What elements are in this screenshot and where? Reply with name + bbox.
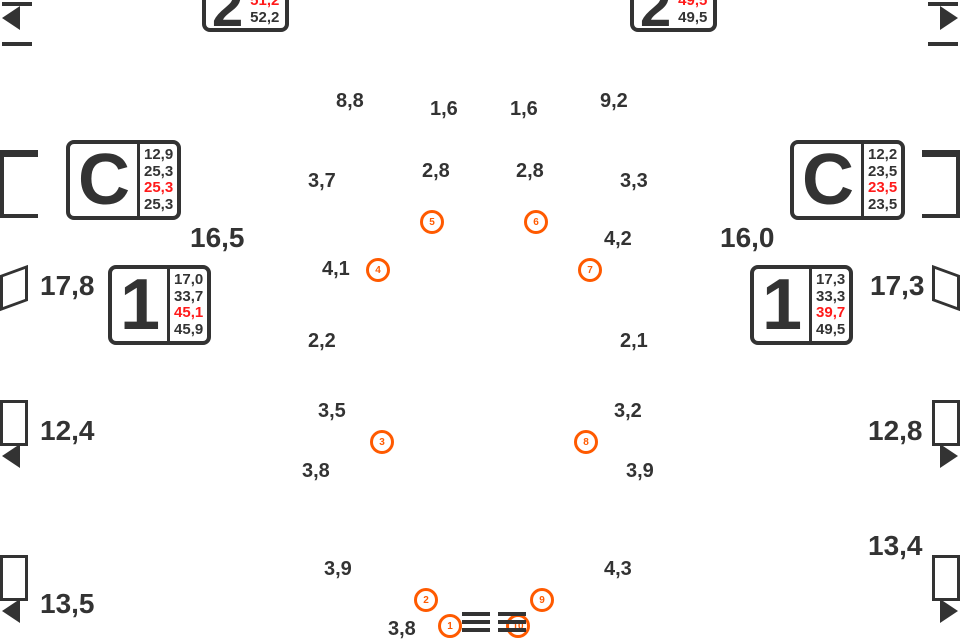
c-left-v2: 25,3 [144, 180, 173, 196]
r-mid-l: 2,2 [308, 330, 336, 353]
r-top-l1: 8,8 [336, 90, 364, 113]
dot-3-label: 3 [379, 437, 385, 448]
dot-2: 2 [414, 588, 438, 612]
r-lo-r: 3,9 [626, 460, 654, 483]
r-bot-l: 3,9 [324, 558, 352, 581]
r-lm-l: 3,5 [318, 400, 346, 423]
one-left-v1: 33,7 [174, 289, 203, 305]
r-mid-r: 2,1 [620, 330, 648, 353]
top-left-letter: 2 [212, 0, 242, 26]
top-left-v0: 51,2 [250, 0, 279, 9]
marker-l2 [0, 270, 28, 306]
top-left-v1: 52,2 [250, 9, 279, 26]
top-right-v1: 49,5 [678, 9, 707, 26]
center-bars-left [462, 612, 490, 632]
one-left-letter: 1 [120, 269, 159, 341]
one-right-v1: 33,3 [816, 289, 845, 305]
one-left-v2: 45,1 [174, 305, 203, 321]
c-right-below: 16,0 [720, 222, 775, 254]
marker-l3 [0, 400, 28, 446]
dot-9: 9 [530, 588, 554, 612]
one-right-v0: 17,3 [816, 272, 845, 288]
center-bars-right [498, 612, 526, 632]
c-box-left: C 12,9 25,3 25,3 25,3 [66, 140, 181, 220]
r-top-r1: 9,2 [600, 90, 628, 113]
gate-l1 [0, 150, 38, 218]
r-2-r: 3,3 [620, 170, 648, 193]
c-left-v0: 12,9 [144, 147, 173, 163]
c-right-v1: 23,5 [868, 164, 897, 180]
c-left-v3: 25,3 [144, 197, 173, 213]
dot-9-label: 9 [539, 595, 545, 606]
dot-3: 3 [370, 430, 394, 454]
side-right-0: 12,8 [868, 415, 923, 447]
top-right-v0: 49,5 [678, 0, 707, 9]
c-right-v2: 23,5 [868, 180, 897, 196]
dot-5: 5 [420, 210, 444, 234]
dot-1-label: 1 [447, 621, 453, 632]
dot-6: 6 [524, 210, 548, 234]
one-right-letter: 1 [762, 269, 801, 341]
one-box-right: 1 17,3 33,3 39,7 49,5 [750, 265, 853, 345]
c-left-below: 16,5 [190, 222, 245, 254]
c-box-right: C 12,2 23,5 23,5 23,5 [790, 140, 905, 220]
c-right-letter: C [802, 144, 853, 216]
one-left-side: 17,8 [40, 270, 95, 302]
dot-2-label: 2 [423, 595, 429, 606]
marker-r4 [932, 555, 960, 601]
r-top-r2: 1,6 [510, 98, 538, 121]
r-top-l2: 1,6 [430, 98, 458, 121]
side-left-0: 12,4 [40, 415, 95, 447]
side-right-1: 13,4 [868, 530, 923, 562]
r-edge-l: 3,8 [388, 618, 416, 640]
one-right-side: 17,3 [870, 270, 925, 302]
dot-4-label: 4 [375, 265, 381, 276]
dot-8: 8 [574, 430, 598, 454]
top-right-letter: 2 [640, 0, 670, 26]
top-box-left: 2 51,2 52,2 [202, 0, 289, 32]
dot-1: 1 [438, 614, 462, 638]
top-box-right: 2 49,5 49,5 [630, 0, 717, 32]
dot-7-label: 7 [587, 265, 593, 276]
dot-6-label: 6 [533, 217, 539, 228]
r-2-l: 3,7 [308, 170, 336, 193]
dot-4: 4 [366, 258, 390, 282]
r-2-mr: 2,8 [516, 160, 544, 183]
r-up-l: 4,1 [322, 258, 350, 281]
marker-r2 [932, 270, 960, 306]
diagram-root: 2 51,2 52,2 2 49,5 49,5 C 12,9 25,3 25,3… [0, 0, 960, 640]
marker-l4 [0, 555, 28, 601]
one-box-left: 1 17,0 33,7 45,1 45,9 [108, 265, 211, 345]
r-2-ml: 2,8 [422, 160, 450, 183]
c-left-v1: 25,3 [144, 164, 173, 180]
one-left-v3: 45,9 [174, 322, 203, 338]
side-left-1: 13,5 [40, 588, 95, 620]
dot-8-label: 8 [583, 437, 589, 448]
c-right-v0: 12,2 [868, 147, 897, 163]
one-right-v3: 49,5 [816, 322, 845, 338]
r-bot-r: 4,3 [604, 558, 632, 581]
c-right-v3: 23,5 [868, 197, 897, 213]
dot-7: 7 [578, 258, 602, 282]
marker-r3 [932, 400, 960, 446]
one-left-v0: 17,0 [174, 272, 203, 288]
gate-r1 [922, 150, 960, 218]
c-left-letter: C [78, 144, 129, 216]
dot-5-label: 5 [429, 217, 435, 228]
one-right-v2: 39,7 [816, 305, 845, 321]
r-lo-l: 3,8 [302, 460, 330, 483]
r-up-r: 4,2 [604, 228, 632, 251]
r-lm-r: 3,2 [614, 400, 642, 423]
